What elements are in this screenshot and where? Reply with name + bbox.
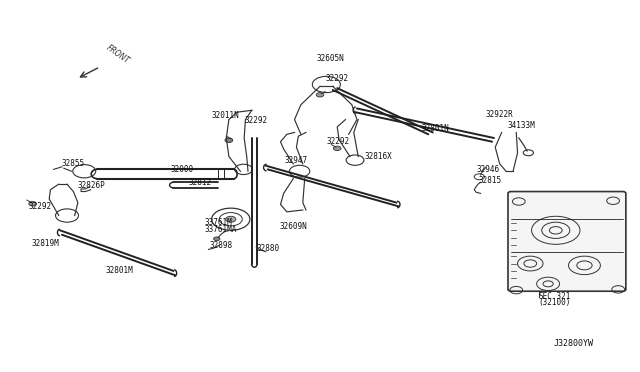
Text: 32898: 32898 — [209, 241, 232, 250]
Text: 32292: 32292 — [28, 202, 51, 211]
Text: 32880: 32880 — [256, 244, 280, 253]
Circle shape — [226, 216, 236, 222]
Circle shape — [29, 202, 36, 206]
Text: 32000: 32000 — [170, 165, 193, 174]
FancyBboxPatch shape — [508, 192, 626, 291]
Text: 33761M: 33761M — [204, 218, 232, 227]
Text: 32292: 32292 — [326, 137, 349, 146]
Text: 34133M: 34133M — [508, 121, 536, 129]
Text: 32011N: 32011N — [212, 111, 239, 121]
Text: 33761MA: 33761MA — [204, 225, 236, 234]
Circle shape — [214, 237, 220, 241]
Text: 32855: 32855 — [62, 159, 85, 169]
Text: (32100): (32100) — [539, 298, 571, 307]
Text: 32292: 32292 — [325, 74, 348, 83]
Text: 32947: 32947 — [285, 155, 308, 165]
Text: 32605N: 32605N — [317, 54, 344, 63]
Circle shape — [316, 93, 324, 97]
Text: 32922R: 32922R — [486, 109, 513, 119]
Text: 32801M: 32801M — [105, 266, 133, 275]
Text: 32801N: 32801N — [422, 124, 450, 133]
Text: 32946: 32946 — [476, 165, 499, 174]
Text: J32800YW: J32800YW — [554, 340, 594, 349]
Text: FRONT: FRONT — [104, 44, 131, 66]
Text: 32815: 32815 — [478, 176, 501, 185]
Circle shape — [333, 146, 341, 151]
Text: 32826P: 32826P — [78, 182, 106, 190]
Text: 32819M: 32819M — [32, 239, 60, 248]
Text: 32816X: 32816X — [365, 152, 392, 161]
Text: 32812: 32812 — [188, 178, 211, 187]
Circle shape — [225, 138, 233, 142]
Text: 32292: 32292 — [245, 116, 268, 125]
Text: SEC.321: SEC.321 — [539, 292, 571, 301]
Text: 32609N: 32609N — [279, 222, 307, 231]
